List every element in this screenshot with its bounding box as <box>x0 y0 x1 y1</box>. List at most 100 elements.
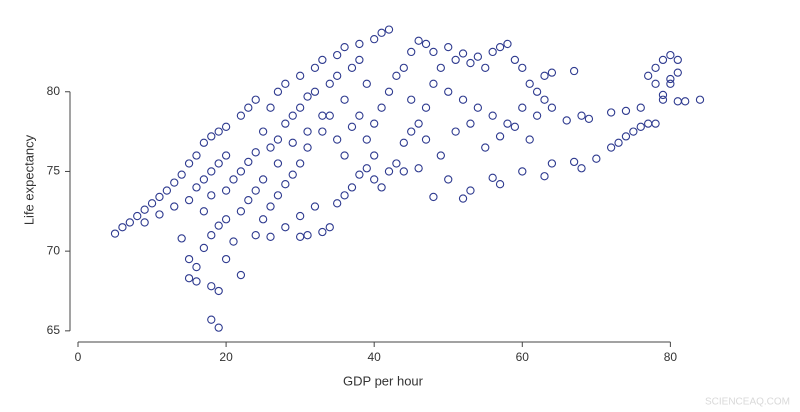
point <box>118 223 127 232</box>
point <box>236 167 246 176</box>
point <box>518 167 527 176</box>
x-tick-label: 60 <box>516 350 530 364</box>
point <box>651 79 660 88</box>
point <box>407 47 416 57</box>
point <box>310 202 320 211</box>
point <box>569 157 579 167</box>
point <box>155 192 164 202</box>
point <box>658 90 668 100</box>
point <box>251 148 260 157</box>
point <box>207 191 216 200</box>
point <box>540 71 549 80</box>
point <box>658 55 668 65</box>
point <box>207 167 216 176</box>
point <box>481 143 490 152</box>
point <box>518 63 527 72</box>
point <box>340 191 349 200</box>
x-tick-label: 40 <box>368 350 382 364</box>
point <box>466 119 475 128</box>
point <box>414 36 423 45</box>
point <box>214 221 223 230</box>
point <box>221 186 231 195</box>
point <box>384 25 394 34</box>
point <box>510 122 520 131</box>
point <box>229 237 238 246</box>
point <box>318 127 327 136</box>
point <box>532 111 542 120</box>
x-tick-label: 20 <box>219 350 233 364</box>
point <box>133 211 142 221</box>
point <box>362 164 371 173</box>
point <box>399 138 408 147</box>
point <box>333 135 342 144</box>
point <box>429 47 438 57</box>
point <box>207 282 216 291</box>
point <box>525 135 534 144</box>
point <box>592 154 601 163</box>
point <box>651 119 660 128</box>
point <box>281 79 290 88</box>
y-tick-label: 80 <box>47 84 61 98</box>
point <box>666 79 675 88</box>
point <box>318 55 327 65</box>
point <box>562 116 571 125</box>
point <box>184 274 194 283</box>
point <box>510 55 520 65</box>
point <box>347 183 357 192</box>
point <box>221 122 231 131</box>
x-tick-label: 0 <box>75 350 82 364</box>
point <box>221 254 231 264</box>
point <box>303 143 312 152</box>
point <box>273 191 283 200</box>
point <box>370 175 379 184</box>
point <box>695 95 705 104</box>
point <box>495 132 505 141</box>
point <box>258 175 268 184</box>
point <box>310 87 320 96</box>
point <box>429 192 438 202</box>
point <box>532 87 542 96</box>
point <box>355 55 364 65</box>
point <box>384 167 394 176</box>
point <box>436 63 445 72</box>
point <box>310 63 320 72</box>
point <box>318 227 327 237</box>
point <box>347 122 357 131</box>
point <box>266 103 275 112</box>
point <box>540 95 549 104</box>
point <box>266 232 275 241</box>
point <box>295 211 305 221</box>
point <box>333 50 342 60</box>
point <box>244 103 253 112</box>
point <box>525 79 534 88</box>
point <box>325 111 334 120</box>
point <box>303 231 312 240</box>
point <box>229 175 238 184</box>
point <box>251 231 260 240</box>
point <box>606 143 616 152</box>
point <box>288 138 297 147</box>
point <box>355 170 364 179</box>
point <box>192 183 201 192</box>
point <box>644 119 653 128</box>
point <box>392 71 401 80</box>
point <box>340 42 349 52</box>
point <box>444 42 453 52</box>
point <box>429 79 438 88</box>
point <box>325 223 334 232</box>
y-tick-label: 75 <box>47 164 61 178</box>
point <box>666 74 675 84</box>
point <box>125 218 134 227</box>
point <box>466 186 475 195</box>
point <box>170 202 179 211</box>
point <box>636 103 645 112</box>
point <box>370 35 379 44</box>
point <box>140 205 149 214</box>
point <box>399 167 408 176</box>
point <box>192 262 201 272</box>
point <box>236 270 246 280</box>
point <box>207 315 216 324</box>
point <box>110 229 120 238</box>
point <box>147 199 157 208</box>
point <box>451 55 460 65</box>
